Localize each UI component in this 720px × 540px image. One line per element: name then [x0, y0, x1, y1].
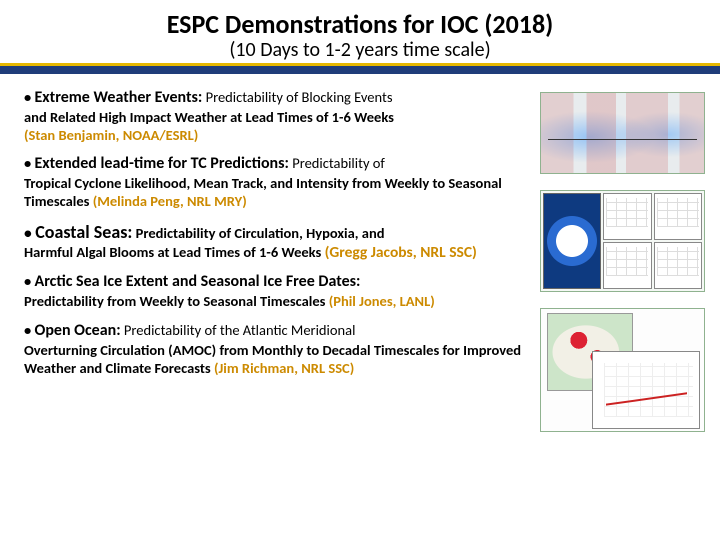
bullet-sub: Predictability of the Atlantic Meridiona…: [121, 321, 356, 339]
bullet-column: • Extreme Weather Events: Predictability…: [24, 88, 540, 432]
bullet-lead: Extreme Weather Events:: [35, 88, 203, 107]
amoc-timeseries-icon: [592, 351, 700, 429]
bullet-attribution: (Jim Richman, NRL SSC): [214, 359, 354, 377]
bullet-item: • Extended lead-time for TC Predictions:…: [24, 154, 532, 210]
timeseries-panel: [654, 242, 703, 289]
timeseries-panel: [603, 242, 652, 289]
bullet-sub: Predictability of Circulation, Hypoxia, …: [132, 224, 384, 242]
arctic-polar-icon: [543, 193, 601, 289]
bullet-item: • Coastal Seas: Predictability of Circul…: [24, 221, 532, 263]
title-block: ESPC Demonstrations for IOC (2018) (10 D…: [0, 0, 720, 62]
figure-column: [540, 88, 710, 432]
bullet-lead: Extended lead-time for TC Predictions:: [35, 154, 289, 173]
bullet-attribution: (Melinda Peng, NRL MRY): [93, 192, 247, 210]
bullet-body: Harmful Algal Blooms at Lead Times of 1-…: [24, 243, 325, 261]
timeseries-panel: [654, 193, 703, 240]
bullet-lead: Coastal Seas:: [35, 221, 132, 243]
bullet-item: • Arctic Sea Ice Extent and Seasonal Ice…: [24, 272, 532, 310]
figure-amoc-composite: [540, 308, 705, 432]
figure-blocking-map: [540, 92, 705, 174]
bullet-sub: Predictability of: [289, 154, 385, 172]
figure-arctic-panels: [540, 190, 705, 292]
bullet-body: Predictability from Weekly to Seasonal T…: [24, 292, 329, 310]
page-title: ESPC Demonstrations for IOC (2018): [0, 8, 720, 40]
bullet-lead: Open Ocean:: [35, 321, 121, 340]
bullet-item: • Extreme Weather Events: Predictability…: [24, 88, 532, 144]
bullet-sub: Predictability of Blocking Events: [202, 88, 392, 106]
timeseries-panel: [603, 193, 652, 240]
page-subtitle: (10 Days to 1-2 years time scale): [0, 38, 720, 62]
bullet-attribution: (Gregg Jacobs, NRL SSC): [325, 243, 477, 262]
bullet-attribution: (Phil Jones, LANL): [329, 292, 435, 310]
bullet-item: • Open Ocean: Predictability of the Atla…: [24, 321, 532, 377]
bullet-lead: Arctic Sea Ice Extent and Seasonal Ice F…: [35, 272, 361, 291]
title-divider: [0, 66, 720, 74]
bullet-body: and Related High Impact Weather at Lead …: [24, 108, 394, 126]
bullet-attribution: (Stan Benjamin, NOAA/ESRL): [24, 126, 198, 144]
content-area: • Extreme Weather Events: Predictability…: [0, 74, 720, 432]
